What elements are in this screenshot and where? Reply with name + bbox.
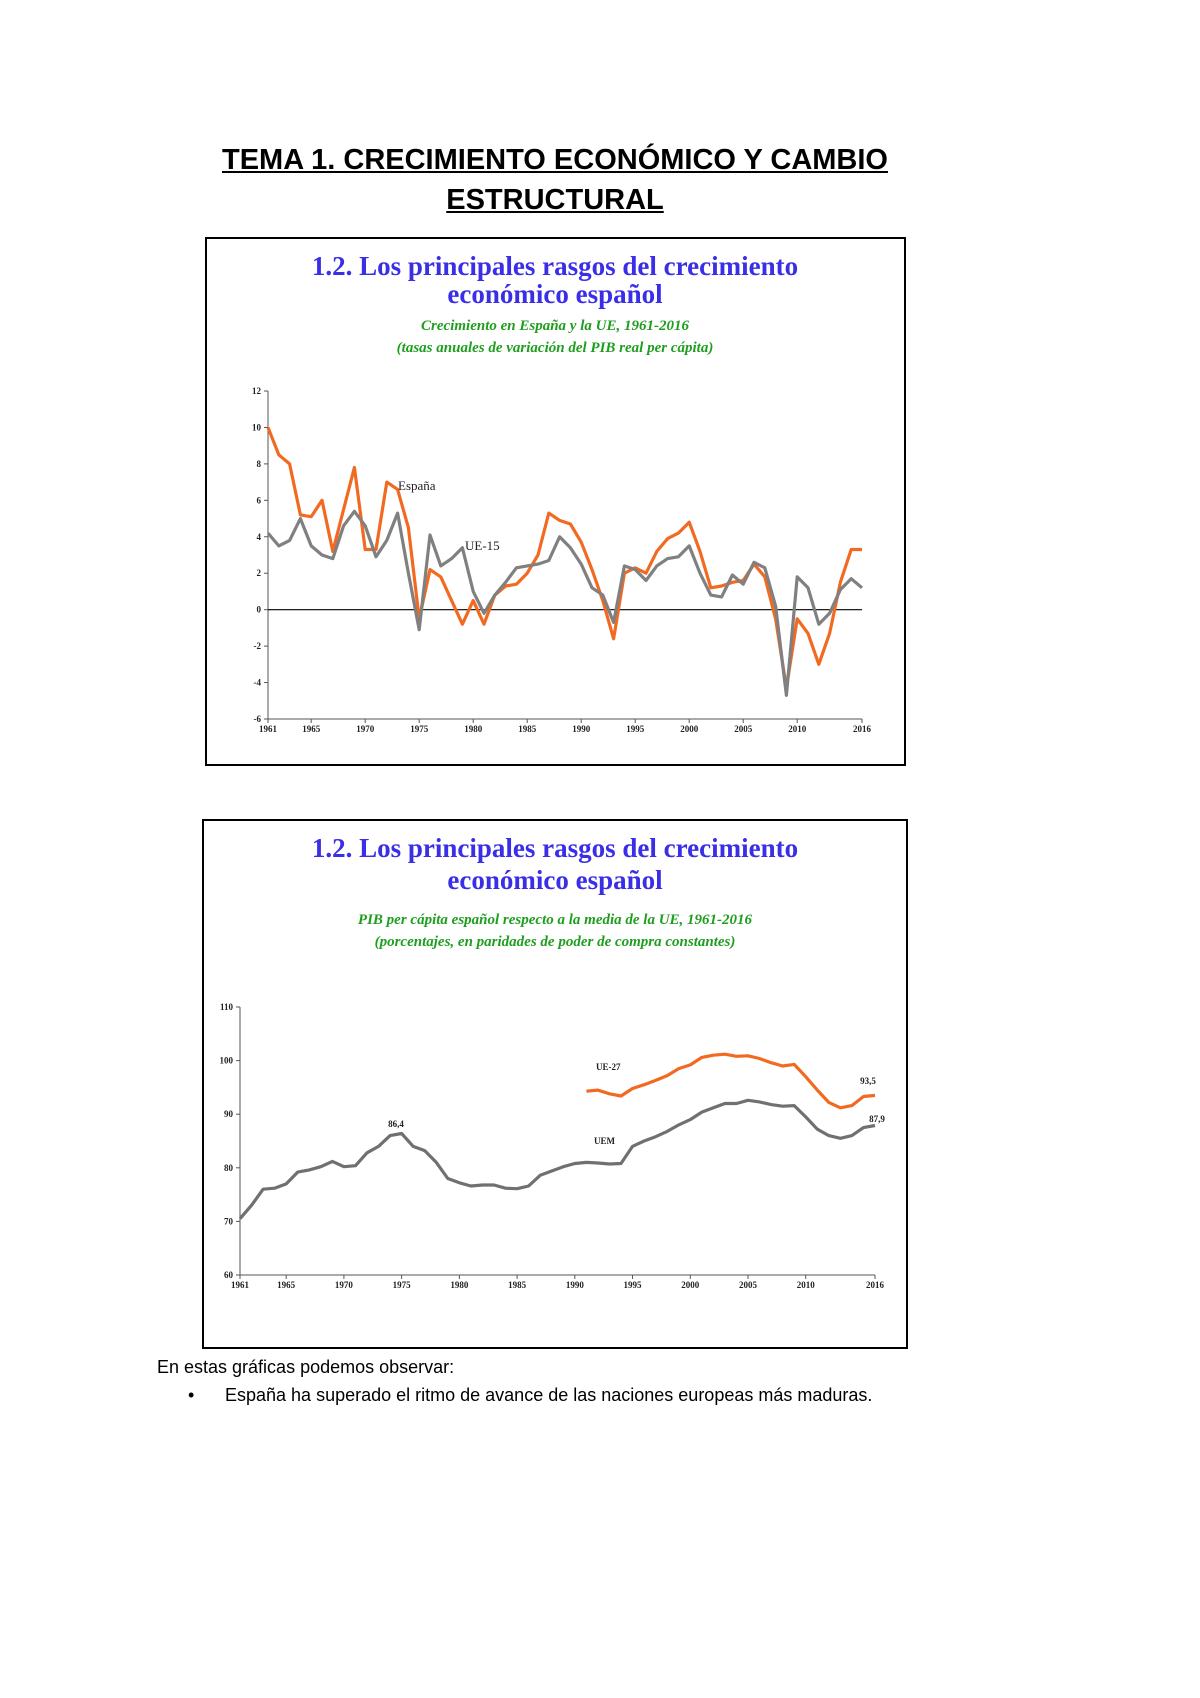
y-tick-label: 10 bbox=[252, 422, 262, 432]
y-tick-label: 8 bbox=[257, 459, 262, 469]
y-tick-label: 6 bbox=[257, 495, 262, 505]
chart-subtitle: PIB per cápita español respecto a la med… bbox=[358, 912, 753, 928]
y-tick-label: -6 bbox=[254, 714, 262, 724]
chart-title: 1.2. Los principales rasgos del crecimie… bbox=[312, 833, 798, 863]
x-tick-label: 2000 bbox=[681, 1280, 700, 1290]
x-tick-label: 1985 bbox=[518, 724, 537, 734]
chart-frame bbox=[202, 819, 908, 1349]
bullet-text: España ha superado el ritmo de avance de… bbox=[225, 1385, 873, 1405]
chart-title: económico español bbox=[447, 865, 663, 895]
y-tick-label: -4 bbox=[254, 678, 262, 688]
x-tick-label: 1985 bbox=[508, 1280, 527, 1290]
x-tick-label: 2005 bbox=[734, 724, 753, 734]
bullet-dot: • bbox=[188, 1385, 195, 1405]
x-tick-label: 2016 bbox=[853, 724, 872, 734]
series-line bbox=[266, 509, 864, 697]
series-label: UEM bbox=[594, 1136, 616, 1146]
chart-title: 1.2. Los principales rasgos del crecimie… bbox=[312, 251, 798, 281]
series-line bbox=[238, 1098, 876, 1220]
x-tick-label: 1965 bbox=[277, 1280, 296, 1290]
x-tick-label: 2005 bbox=[739, 1280, 758, 1290]
chart-subtitle: (tasas anuales de variación del PIB real… bbox=[397, 340, 714, 356]
y-tick-label: 80 bbox=[224, 1163, 234, 1173]
y-tick-label: 90 bbox=[224, 1109, 234, 1119]
x-tick-label: 1970 bbox=[356, 724, 375, 734]
x-tick-label: 1990 bbox=[566, 1280, 585, 1290]
x-tick-label: 1961 bbox=[259, 724, 278, 734]
y-tick-label: 70 bbox=[224, 1216, 234, 1226]
x-tick-label: 1995 bbox=[626, 724, 645, 734]
y-tick-label: 60 bbox=[224, 1270, 234, 1280]
series-label: UE-15 bbox=[465, 538, 500, 553]
y-tick-label: 12 bbox=[252, 386, 262, 396]
value-annotation: 87,9 bbox=[869, 1114, 885, 1124]
x-tick-label: 1980 bbox=[464, 724, 483, 734]
x-tick-label: 1970 bbox=[335, 1280, 354, 1290]
x-tick-label: 2010 bbox=[797, 1280, 816, 1290]
x-tick-label: 1961 bbox=[231, 1280, 250, 1290]
x-tick-label: 1965 bbox=[302, 724, 321, 734]
y-tick-label: 4 bbox=[257, 532, 262, 542]
x-tick-label: 2016 bbox=[866, 1280, 885, 1290]
series-line bbox=[586, 1052, 876, 1110]
y-tick-label: 110 bbox=[220, 1002, 234, 1012]
series-label: UE-27 bbox=[596, 1062, 621, 1072]
chart-subtitle: (porcentajes, en paridades de poder de c… bbox=[375, 934, 736, 950]
chart-frame bbox=[205, 237, 906, 766]
y-tick-label: 0 bbox=[257, 605, 262, 615]
y-tick-label: 100 bbox=[220, 1056, 234, 1066]
document-title: TEMA 1. CRECIMIENTO ECONÓMICO Y CAMBIO E… bbox=[222, 144, 888, 216]
y-tick-label: 2 bbox=[257, 568, 262, 578]
chart-title: económico español bbox=[447, 279, 663, 309]
chart-subtitle: Crecimiento en España y la UE, 1961-2016 bbox=[421, 318, 689, 334]
x-tick-label: 1975 bbox=[393, 1280, 412, 1290]
value-annotation: 86,4 bbox=[388, 1119, 404, 1129]
x-tick-label: 1980 bbox=[450, 1280, 469, 1290]
y-tick-label: -2 bbox=[254, 641, 262, 651]
series-line bbox=[266, 426, 862, 690]
x-tick-label: 2010 bbox=[788, 724, 807, 734]
value-annotation: 93,5 bbox=[860, 1076, 876, 1086]
x-tick-label: 1995 bbox=[624, 1280, 643, 1290]
intro-text: En estas gráficas podemos observar: bbox=[157, 1357, 455, 1377]
x-tick-label: 2000 bbox=[680, 724, 699, 734]
x-tick-label: 1990 bbox=[572, 724, 591, 734]
series-label: España bbox=[398, 478, 436, 493]
x-tick-label: 1975 bbox=[410, 724, 429, 734]
